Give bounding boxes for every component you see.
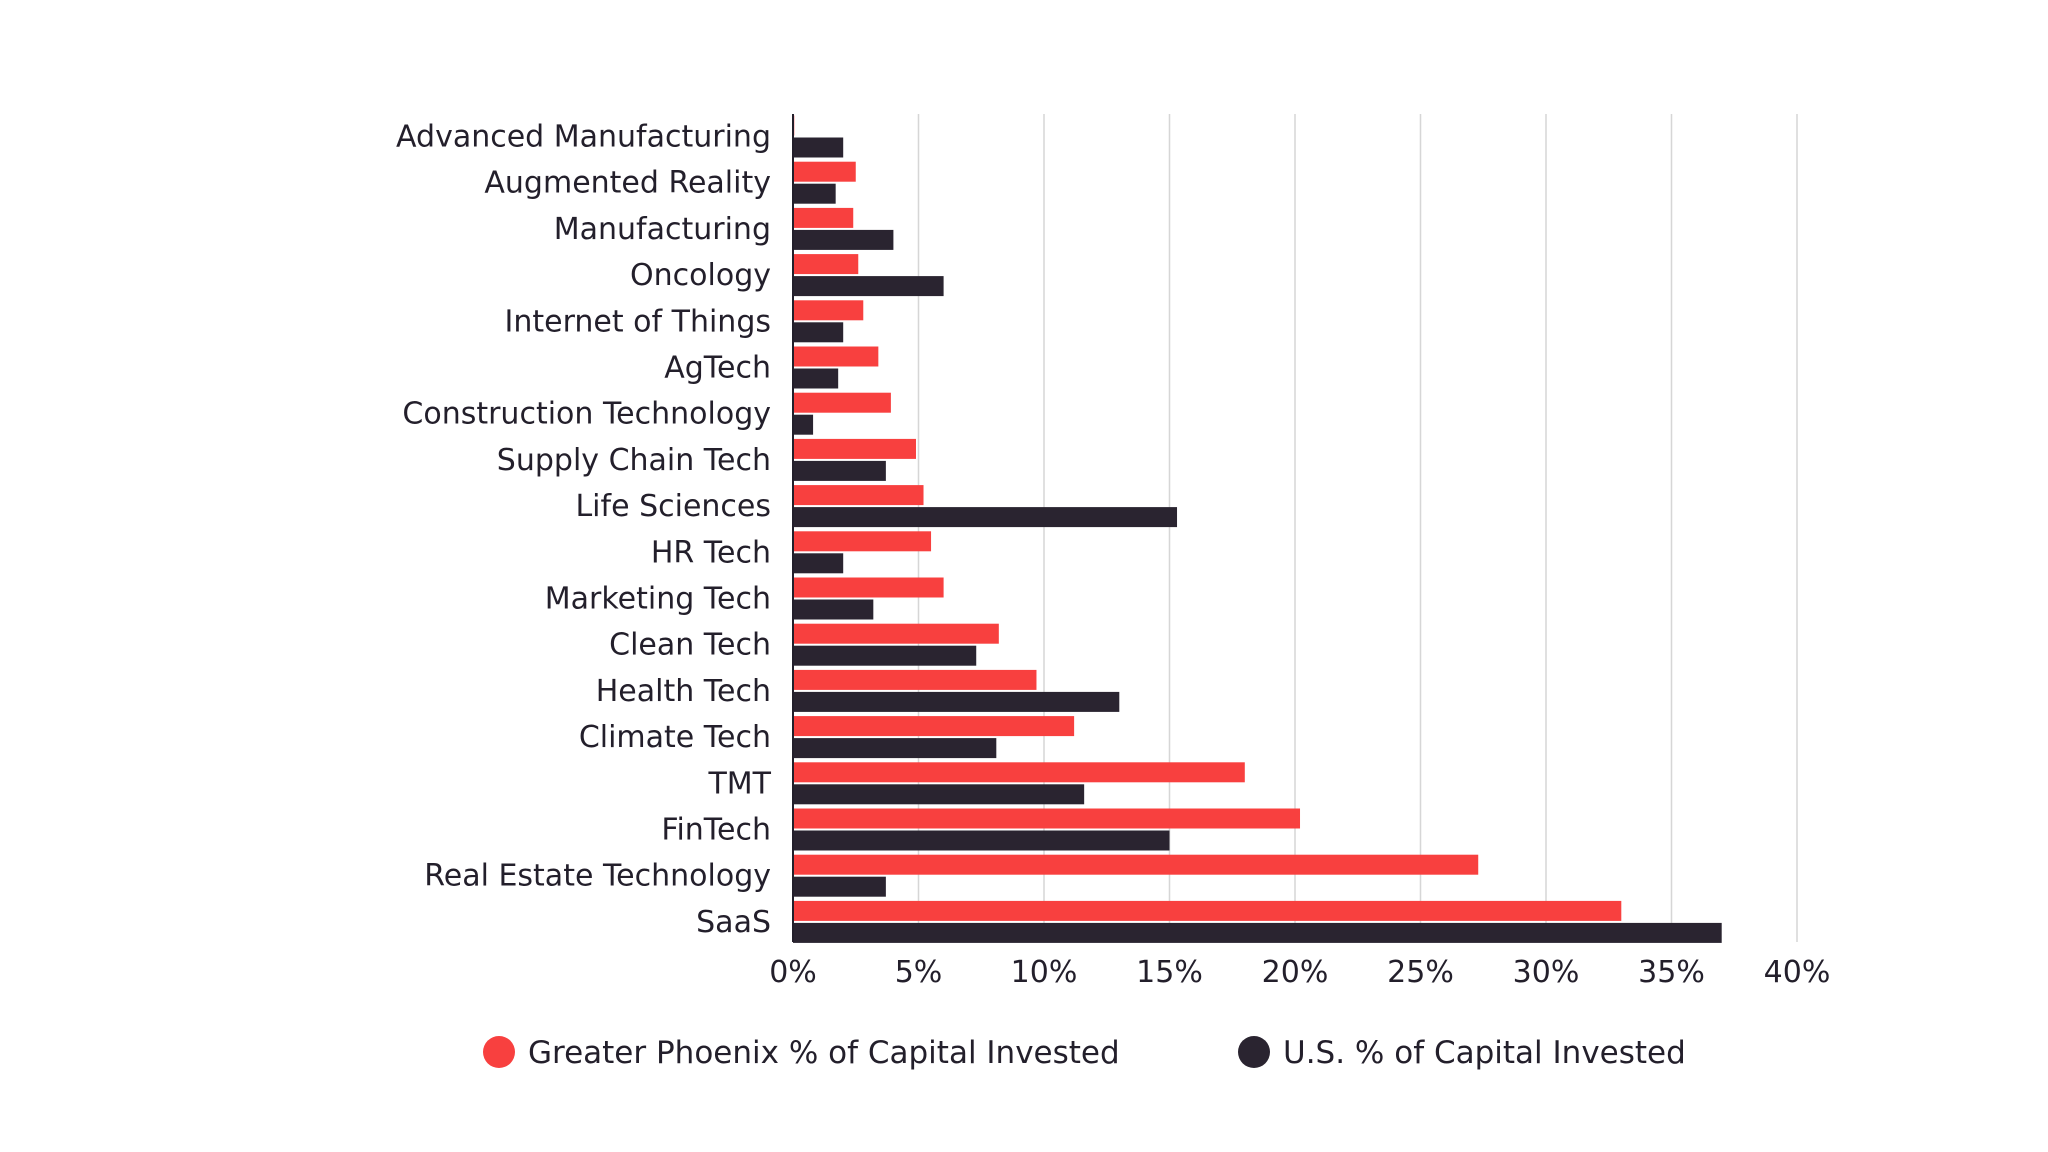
bar-us [793, 368, 839, 389]
legend: Greater Phoenix % of Capital Invested U.… [483, 1035, 1686, 1071]
bar-phoenix [793, 669, 1037, 690]
category-label: Construction Technology [402, 397, 771, 432]
x-tick-label: 5% [895, 955, 943, 990]
bar-us [793, 229, 894, 250]
bar-phoenix [793, 161, 856, 182]
bar-us [793, 922, 1722, 943]
bar-us [793, 645, 977, 666]
legend-swatch-us [1238, 1036, 1270, 1068]
bar-phoenix [793, 438, 916, 459]
bar-phoenix [793, 485, 924, 506]
category-label: AgTech [664, 351, 771, 386]
category-label: Climate Tech [579, 720, 771, 755]
bar-phoenix [793, 392, 891, 413]
bar-phoenix [793, 346, 879, 367]
bar-us [793, 414, 814, 435]
x-tick-label: 20% [1262, 955, 1329, 990]
bar-phoenix [793, 808, 1301, 829]
bars [793, 115, 1722, 943]
bar-phoenix [793, 254, 859, 275]
category-label: Marketing Tech [545, 582, 771, 617]
category-label: TMT [707, 766, 771, 801]
x-tick-labels: 0% 5% 10% 15% 20% 25% 30% 35% 40% [769, 955, 1830, 990]
bar-us [793, 553, 844, 574]
category-label: Augmented Reality [484, 166, 771, 201]
bar-us [793, 876, 886, 897]
x-tick-label: 25% [1387, 955, 1454, 990]
category-label: Supply Chain Tech [497, 443, 771, 478]
category-label: Internet of Things [505, 304, 771, 339]
bar-us [793, 322, 844, 343]
category-label: Oncology [630, 258, 771, 293]
category-label: Manufacturing [554, 212, 771, 247]
category-label: FinTech [661, 813, 771, 848]
gridlines [917, 114, 1798, 942]
bar-us [793, 738, 997, 759]
bar-phoenix [793, 531, 932, 552]
bar-us [793, 183, 836, 204]
category-labels: Advanced Manufacturing Augmented Reality M… [396, 120, 772, 940]
category-label: Real Estate Technology [424, 859, 771, 894]
bar-phoenix [793, 300, 864, 321]
legend-label-us: U.S. % of Capital Invested [1283, 1035, 1686, 1071]
x-tick-label: 35% [1638, 955, 1705, 990]
bar-phoenix [793, 762, 1245, 783]
legend-swatch-phoenix [483, 1036, 515, 1068]
x-tick-label: 40% [1764, 955, 1831, 990]
category-label: SaaS [696, 905, 771, 940]
legend-item-us[interactable]: U.S. % of Capital Invested [1238, 1035, 1686, 1071]
bar-us [793, 830, 1170, 851]
bar-us [793, 460, 886, 481]
bar-us [793, 784, 1085, 805]
x-tick-label: 10% [1011, 955, 1078, 990]
legend-item-phoenix[interactable]: Greater Phoenix % of Capital Invested [483, 1035, 1120, 1071]
category-label: Advanced Manufacturing [396, 120, 771, 155]
legend-label-phoenix: Greater Phoenix % of Capital Invested [528, 1035, 1120, 1071]
category-label: Life Sciences [575, 489, 771, 524]
bar-us [793, 599, 874, 620]
bar-us [793, 137, 844, 158]
bar-phoenix [793, 577, 944, 598]
bar-phoenix [793, 623, 999, 644]
bar-us [793, 507, 1178, 528]
bar-phoenix [793, 854, 1479, 875]
x-tick-label: 0% [769, 955, 817, 990]
category-label: HR Tech [651, 535, 771, 570]
bar-phoenix [793, 900, 1622, 921]
x-tick-label: 30% [1513, 955, 1580, 990]
bar-phoenix [793, 207, 854, 228]
category-label: Clean Tech [609, 628, 771, 663]
bar-us [793, 276, 944, 297]
bar-us [793, 691, 1120, 712]
bar-phoenix [793, 716, 1075, 737]
category-label: Health Tech [596, 674, 771, 709]
x-tick-label: 15% [1136, 955, 1203, 990]
